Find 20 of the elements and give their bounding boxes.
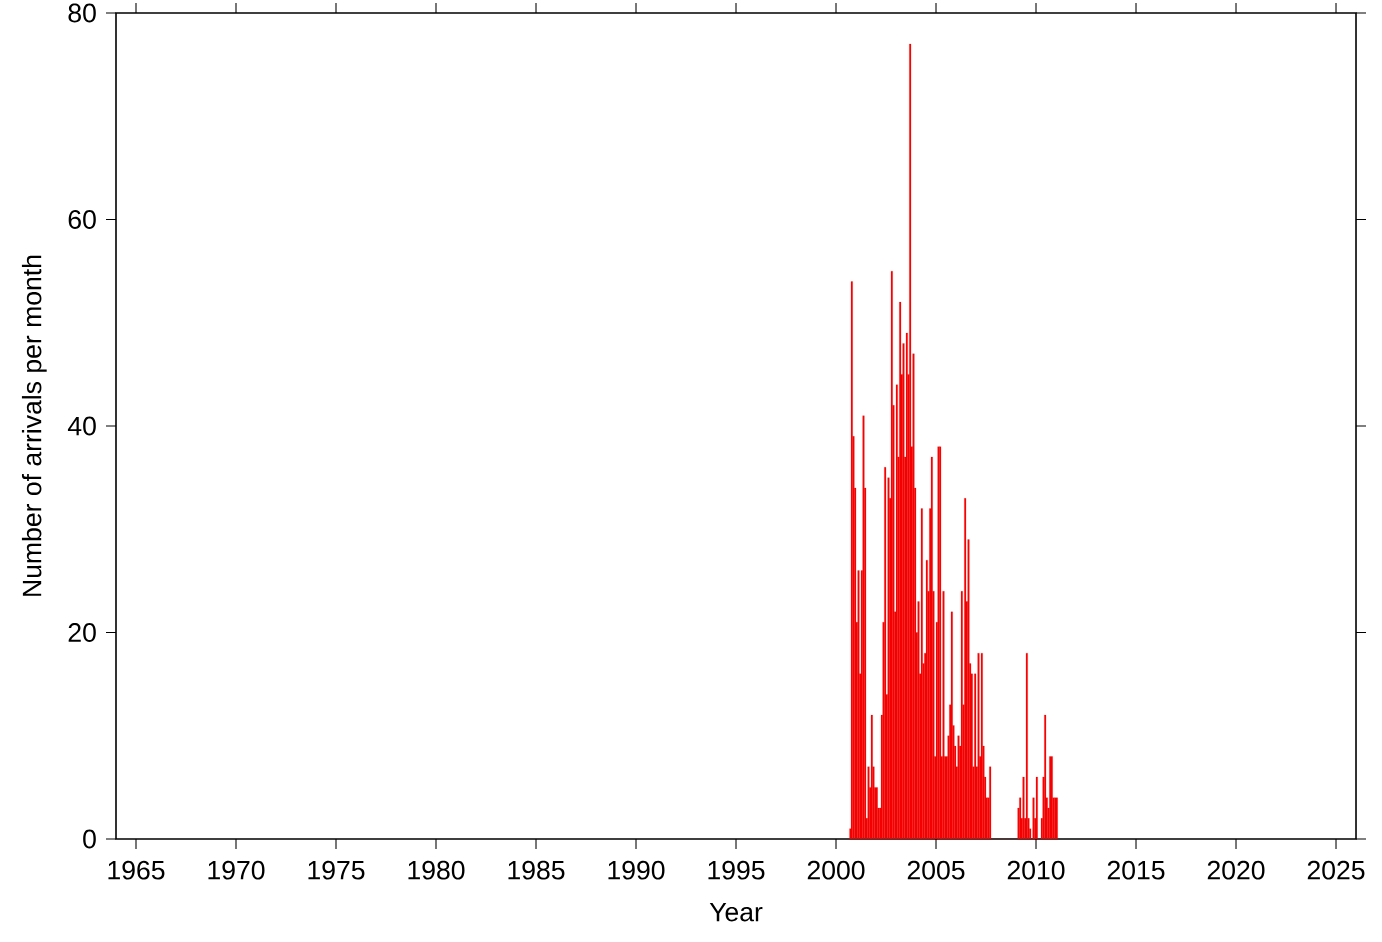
x-axis-title: Year — [709, 902, 763, 922]
y-tick-label: 60 — [68, 210, 96, 229]
x-tick-label: 1995 — [708, 860, 765, 880]
x-tick-label: 2010 — [1007, 860, 1065, 880]
y-tick-label: 80 — [68, 3, 96, 23]
x-tick-label: 2015 — [1107, 860, 1165, 880]
x-tick-label: 2005 — [907, 860, 965, 880]
x-tick-label: 1975 — [308, 860, 365, 880]
x-tick-label: 2025 — [1307, 860, 1365, 880]
y-axis-title: Number of arrivals per month — [21, 255, 47, 596]
y-tick-label: 40 — [67, 416, 96, 436]
x-tick-label: 1985 — [508, 860, 565, 880]
x-tick-label: 2020 — [1207, 860, 1265, 880]
x-tick-label: 1990 — [608, 860, 665, 880]
x-tick-label: 1965 — [108, 860, 165, 880]
x-tick-label: 1980 — [408, 860, 465, 880]
y-tick-label: 0 — [83, 829, 96, 849]
y-tick-label: 20 — [68, 623, 96, 642]
x-tick-label: 2000 — [807, 860, 865, 880]
x-tick-label: 1970 — [208, 860, 265, 880]
